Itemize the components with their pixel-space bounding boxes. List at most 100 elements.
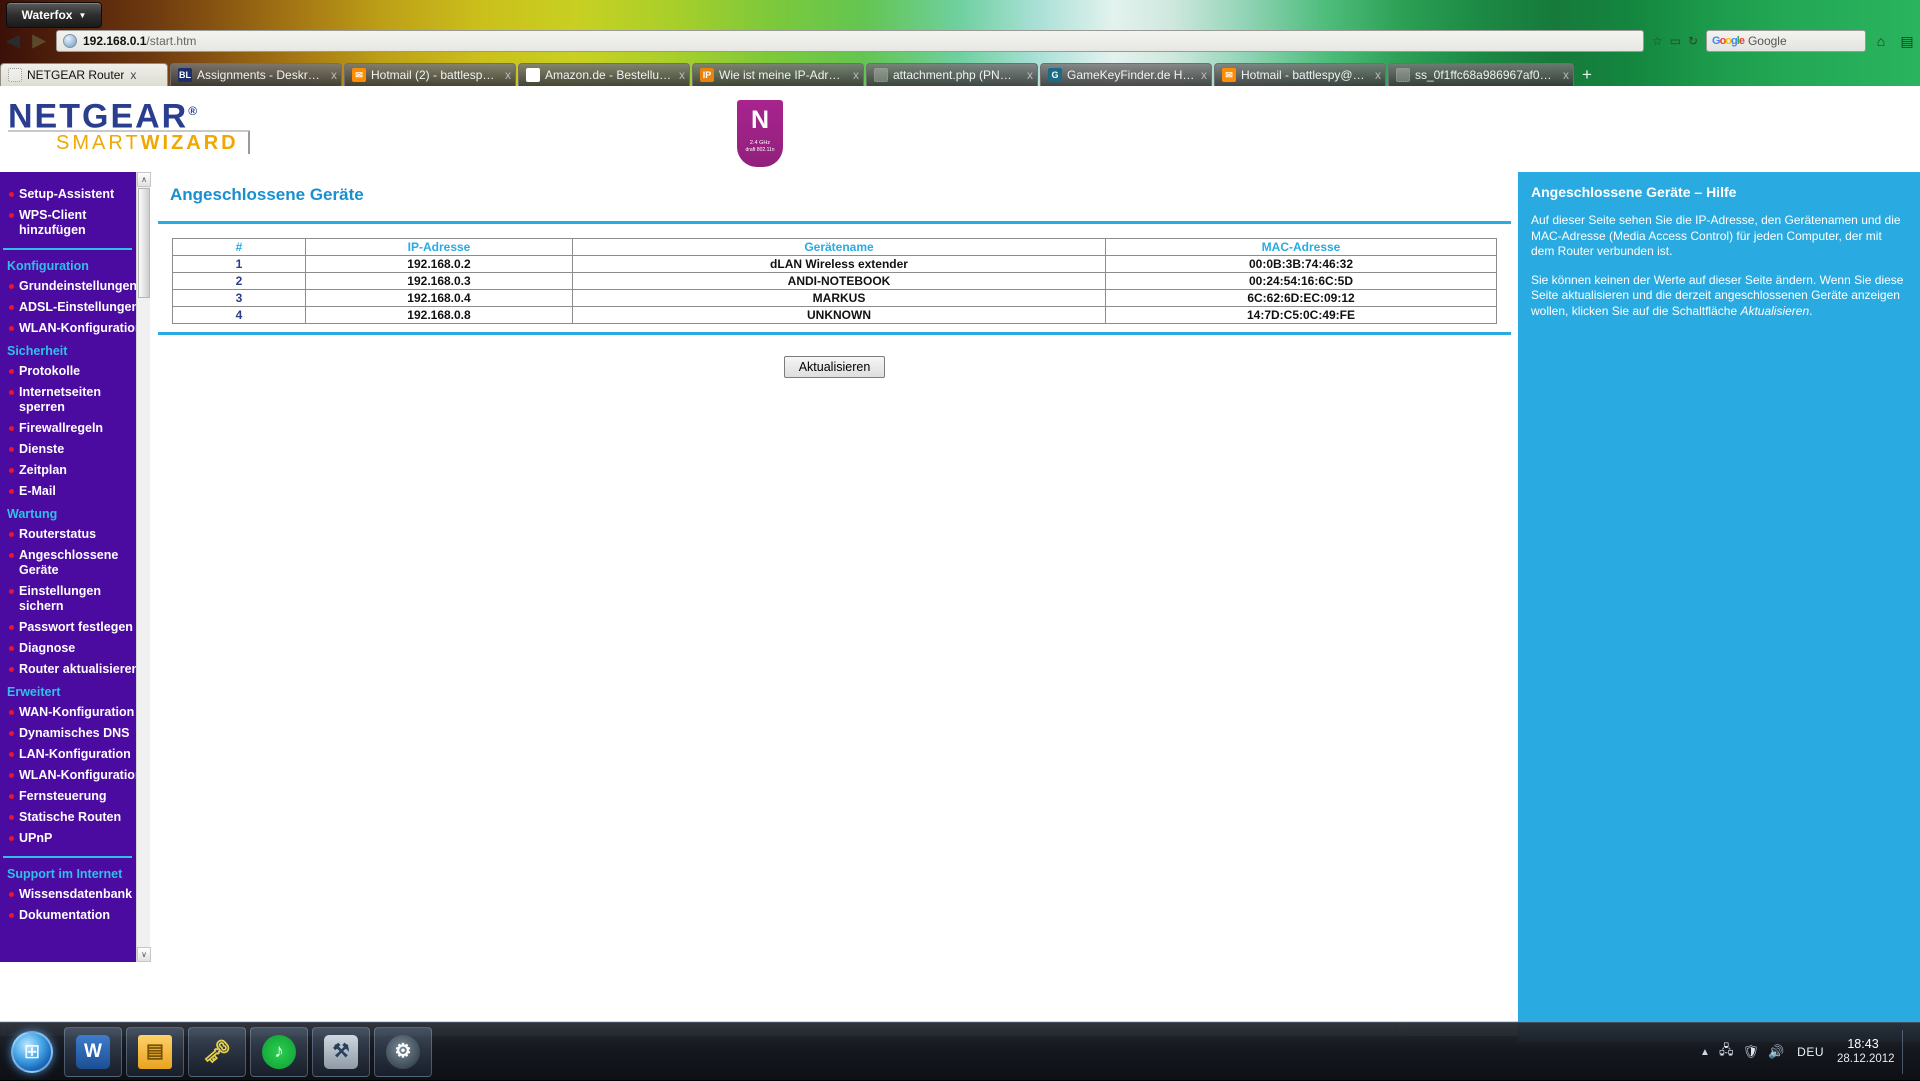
sidebar-group-title: Erweitert: [7, 685, 61, 699]
sidebar-item-firewallregeln[interactable]: Firewallregeln: [0, 418, 136, 439]
tab-label: Assignments - Deskrates -Batt...: [197, 68, 325, 82]
sidebar-divider: [3, 248, 132, 250]
back-icon[interactable]: ◀: [6, 31, 20, 50]
help-emphasis: Aktualisieren: [1740, 303, 1810, 318]
sidebar-item-lan-konfiguration[interactable]: LAN-Konfiguration: [0, 744, 136, 765]
browser-tab[interactable]: ss_0f1ffc68a986967af09f274b2... x: [1388, 63, 1574, 86]
sidebar-item-protokolle[interactable]: Protokolle: [0, 361, 136, 382]
sidebar-item-setup-assistent[interactable]: Setup-Assistent: [0, 184, 136, 205]
reload-icon[interactable]: ↻: [1687, 34, 1698, 48]
sidebar-scroll-thumb[interactable]: [138, 188, 150, 298]
close-icon[interactable]: x: [130, 68, 137, 82]
browser-tab[interactable]: G GameKeyFinder.de HOT GAM... x: [1040, 63, 1212, 86]
browser-tab[interactable]: NETGEAR Router x: [0, 63, 168, 86]
tab-label: Hotmail - battlespy@hotmail....: [1241, 68, 1369, 82]
windows-taskbar: ⊞ W ▤ 🗝 ♪ ⚒ ⚙ ▲ 🖧 🛡 🔊 DEU 18:43 28.12.2012: [0, 1022, 1920, 1080]
language-indicator[interactable]: DEU: [1797, 1045, 1824, 1059]
sidebar-scrollbar[interactable]: ∧ ∨: [136, 172, 151, 962]
browser-menu-button[interactable]: Waterfox ▼: [6, 2, 102, 28]
spotify-taskbar-button[interactable]: ♪: [250, 1026, 308, 1077]
forward-icon[interactable]: ▶: [32, 31, 46, 50]
sidebar-item-passwort-festlegen[interactable]: Passwort festlegen: [0, 617, 136, 638]
search-input[interactable]: Google Google: [1706, 30, 1866, 52]
sidebar-item-einstellungen-sichern[interactable]: Einstellungen sichern: [0, 581, 136, 617]
sidebar-item-wlan-konfiguration[interactable]: WLAN-Konfiguration: [0, 765, 136, 786]
netgear-logo: NETGEAR® SMARTWIZARD: [8, 94, 250, 155]
blank-favicon: [8, 68, 22, 82]
close-icon[interactable]: x: [1563, 68, 1569, 82]
refresh-button[interactable]: Aktualisieren: [783, 356, 886, 378]
browser-tab[interactable]: IP Wie ist meine IP-Adresse? x: [692, 63, 864, 86]
rss-icon[interactable]: ▭: [1669, 34, 1681, 48]
sidebar-item-diagnose[interactable]: Diagnose: [0, 638, 136, 659]
sidebar-item-grundeinstellungen[interactable]: Grundeinstellungen: [0, 276, 136, 297]
taskbar-items: W ▤ 🗝 ♪ ⚒ ⚙: [60, 1026, 432, 1077]
word-icon: W: [76, 1034, 110, 1069]
close-icon[interactable]: x: [1027, 68, 1033, 82]
table-row: 3 192.168.0.4 MARKUS 6C:62:6D:EC:09:12: [172, 289, 1497, 307]
sidebar-item-wan-konfiguration[interactable]: WAN-Konfiguration: [0, 702, 136, 723]
close-icon[interactable]: x: [331, 68, 337, 82]
word-taskbar-button[interactable]: W: [64, 1026, 122, 1077]
sidebar-item-dokumentation[interactable]: Dokumentation: [0, 905, 136, 926]
sidebar-item-e-mail[interactable]: E-Mail: [0, 481, 136, 502]
sidebar-item-wissensdatenbank[interactable]: Wissensdatenbank: [0, 884, 136, 905]
sidebar-item-upnp[interactable]: UPnP: [0, 828, 136, 849]
sidebar-item-wps-client-hinzuf-gen[interactable]: WPS-Client hinzufügen: [0, 205, 136, 241]
close-icon[interactable]: x: [1201, 68, 1207, 82]
close-icon[interactable]: x: [679, 68, 685, 82]
browser-tab[interactable]: a Amazon.de - Bestellung 028-2... x: [518, 63, 690, 86]
google-logo-icon: Google: [1712, 35, 1745, 47]
tool-taskbar-button[interactable]: ⚒: [312, 1026, 370, 1077]
show-desktop-button[interactable]: [1902, 1030, 1912, 1074]
network-icon[interactable]: 🖧: [1718, 1042, 1734, 1057]
shield-icon[interactable]: 🛡: [1742, 1044, 1759, 1059]
sidebar-item-dynamisches-dns[interactable]: Dynamisches DNS: [0, 723, 136, 744]
close-icon[interactable]: x: [505, 68, 511, 82]
browser-tab[interactable]: attachment.php (PNG Image, ... x: [866, 63, 1038, 86]
bl-favicon: BL: [178, 68, 192, 82]
sidebar-item-statische-routen[interactable]: Statische Routen: [0, 807, 136, 828]
sidebar-item-dienste[interactable]: Dienste: [0, 439, 136, 460]
table-column-header: #: [172, 238, 306, 256]
sidebar-icon[interactable]: ▤: [1900, 32, 1914, 49]
home-icon[interactable]: ⌂: [1876, 33, 1886, 49]
start-button[interactable]: ⊞: [4, 1026, 60, 1078]
sidebar-item-angeschlossene-ger-te[interactable]: Angeschlossene Geräte: [0, 545, 136, 581]
sidebar-item-fernsteuerung[interactable]: Fernsteuerung: [0, 786, 136, 807]
url-host: 192.168.0.1: [83, 34, 147, 48]
tray-expand-icon[interactable]: ▲: [1700, 1046, 1710, 1058]
new-tab-button[interactable]: +: [1582, 65, 1592, 84]
amazon-favicon: a: [526, 68, 540, 82]
sidebar-item-router-aktualisieren[interactable]: Router aktualisieren: [0, 659, 136, 680]
search-placeholder: Google: [1747, 34, 1787, 48]
sidebar-item-internetseiten-sperren[interactable]: Internetseiten sperren: [0, 382, 136, 418]
sidebar-item-zeitplan[interactable]: Zeitplan: [0, 460, 136, 481]
table-header-row: # IP-Adresse Gerätename MAC-Adresse: [172, 238, 1497, 256]
content-area: Setup-Assistent WPS-Client hinzufügen Konf…: [0, 172, 1920, 1042]
bookmark-star-icon[interactable]: ☆: [1651, 34, 1663, 48]
tab-label: NETGEAR Router: [27, 68, 125, 82]
sidebar-item-adsl-einstellungen[interactable]: ADSL-Einstellungen: [0, 297, 136, 318]
address-bar[interactable]: 192.168.0.1/start.htm: [56, 30, 1644, 52]
sidebar-group-title: Sicherheit: [7, 344, 68, 358]
sidebar-item-wlan-konfiguration[interactable]: WLAN-Konfiguration: [0, 318, 136, 339]
explorer-taskbar-button[interactable]: ▤: [126, 1026, 184, 1077]
key-taskbar-button[interactable]: 🗝: [188, 1026, 246, 1077]
explorer-icon: ▤: [138, 1034, 172, 1069]
volume-icon[interactable]: 🔊: [1767, 1044, 1785, 1059]
close-icon[interactable]: x: [1375, 68, 1381, 82]
sidebar-navigation: Setup-Assistent WPS-Client hinzufügen Konf…: [0, 172, 136, 962]
scroll-up-icon[interactable]: ∧: [137, 172, 151, 187]
steam-taskbar-button[interactable]: ⚙: [374, 1026, 432, 1077]
scroll-down-icon[interactable]: ∨: [137, 947, 151, 962]
close-icon[interactable]: x: [853, 68, 859, 82]
sidebar-item-routerstatus[interactable]: Routerstatus: [0, 524, 136, 545]
browser-tab[interactable]: ✉ Hotmail - battlespy@hotmail.... x: [1214, 63, 1386, 86]
table-row: 1 192.168.0.2 dLAN Wireless extender 00:0B:…: [172, 255, 1497, 273]
clock[interactable]: 18:43 28.12.2012: [1837, 1037, 1895, 1067]
table-cell: ANDI-NOTEBOOK: [572, 272, 1106, 290]
browser-tab[interactable]: BL Assignments - Deskrates -Batt... x: [170, 63, 342, 86]
clock-date: 28.12.2012: [1837, 1053, 1895, 1065]
browser-tab[interactable]: ✉ Hotmail (2) - battlespy@hot... x: [344, 63, 516, 86]
